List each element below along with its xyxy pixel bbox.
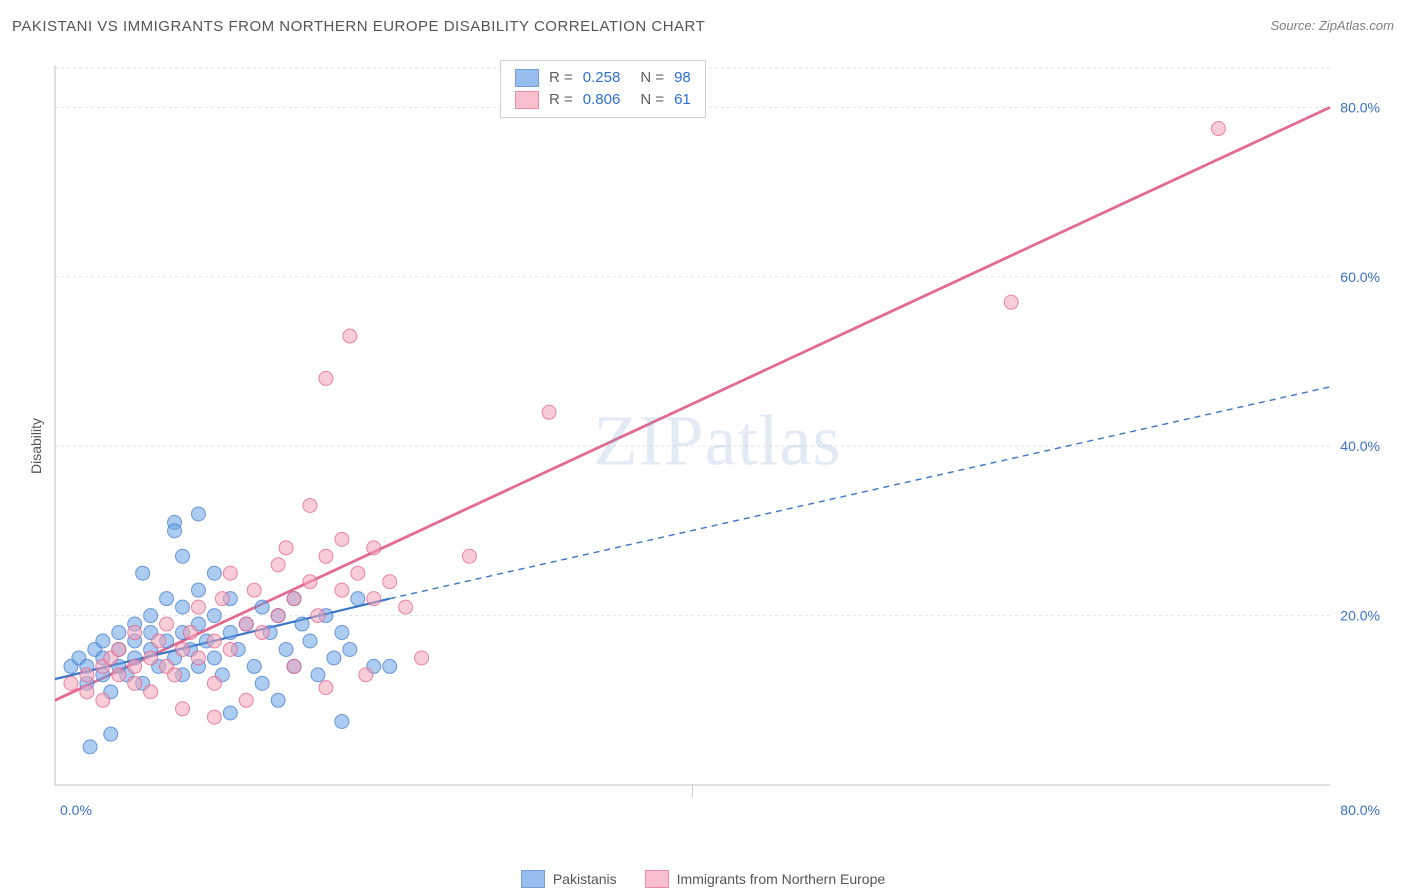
swatch-icon (645, 870, 669, 888)
swatch-icon (515, 69, 539, 87)
n-label: N = (640, 89, 664, 111)
source-attribution: Source: ZipAtlas.com (1270, 18, 1394, 33)
source-label: Source: (1270, 18, 1318, 33)
n-value: 61 (674, 89, 691, 111)
svg-text:80.0%: 80.0% (1340, 99, 1380, 115)
n-value: 98 (674, 67, 691, 89)
r-value: 0.258 (583, 67, 621, 89)
correlation-legend: R = 0.258 N = 98 R = 0.806 N = 61 (500, 60, 706, 118)
swatch-icon (521, 870, 545, 888)
svg-text:60.0%: 60.0% (1340, 269, 1380, 285)
svg-text:80.0%: 80.0% (1340, 802, 1380, 818)
svg-text:20.0%: 20.0% (1340, 608, 1380, 624)
svg-text:0.0%: 0.0% (60, 802, 92, 818)
legend-item-pakistanis: Pakistanis (521, 870, 617, 888)
legend-item-northern-europe: Immigrants from Northern Europe (645, 870, 886, 888)
r-label: R = (549, 67, 573, 89)
svg-text:40.0%: 40.0% (1340, 438, 1380, 454)
series-label: Immigrants from Northern Europe (677, 871, 886, 887)
r-label: R = (549, 89, 573, 111)
r-value: 0.806 (583, 89, 621, 111)
series-label: Pakistanis (553, 871, 617, 887)
scatter-chart-svg: 20.0% 40.0% 60.0% 80.0% 0.0% 80.0% (45, 55, 1390, 835)
series-legend: Pakistanis Immigrants from Northern Euro… (0, 870, 1406, 888)
source-name: ZipAtlas.com (1319, 18, 1394, 33)
y-axis-label: Disability (28, 418, 44, 474)
chart-area: 20.0%40.0%60.0%80.0%0.0%80.0% ZIPatlas (45, 55, 1390, 835)
n-label: N = (640, 67, 664, 89)
legend-row-northern-europe: R = 0.806 N = 61 (515, 89, 691, 111)
legend-row-pakistanis: R = 0.258 N = 98 (515, 67, 691, 89)
swatch-icon (515, 91, 539, 109)
chart-title: PAKISTANI VS IMMIGRANTS FROM NORTHERN EU… (12, 18, 705, 35)
